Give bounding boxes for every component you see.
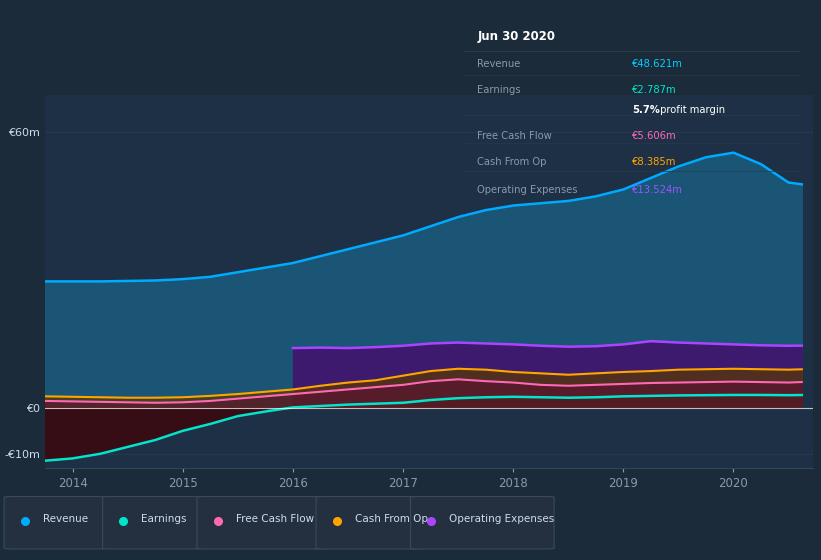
FancyBboxPatch shape — [197, 497, 324, 549]
Text: €48.621m: €48.621m — [632, 59, 683, 69]
Text: Revenue: Revenue — [477, 59, 521, 69]
Text: Earnings: Earnings — [141, 514, 186, 524]
Text: Earnings: Earnings — [477, 85, 521, 95]
Text: Jun 30 2020: Jun 30 2020 — [477, 30, 555, 43]
Text: profit margin: profit margin — [658, 105, 726, 115]
Text: Cash From Op: Cash From Op — [355, 514, 428, 524]
Text: €5.606m: €5.606m — [632, 131, 677, 141]
Text: Free Cash Flow: Free Cash Flow — [477, 131, 552, 141]
FancyBboxPatch shape — [4, 497, 107, 549]
FancyBboxPatch shape — [316, 497, 419, 549]
Text: €2.787m: €2.787m — [632, 85, 677, 95]
Text: €8.385m: €8.385m — [632, 157, 677, 167]
Text: Revenue: Revenue — [43, 514, 88, 524]
Text: Cash From Op: Cash From Op — [477, 157, 547, 167]
Text: Free Cash Flow: Free Cash Flow — [236, 514, 314, 524]
Text: Operating Expenses: Operating Expenses — [449, 514, 554, 524]
Text: 5.7%: 5.7% — [632, 105, 660, 115]
Text: Operating Expenses: Operating Expenses — [477, 185, 578, 195]
FancyBboxPatch shape — [410, 497, 554, 549]
Text: €13.524m: €13.524m — [632, 185, 683, 195]
FancyBboxPatch shape — [103, 497, 201, 549]
